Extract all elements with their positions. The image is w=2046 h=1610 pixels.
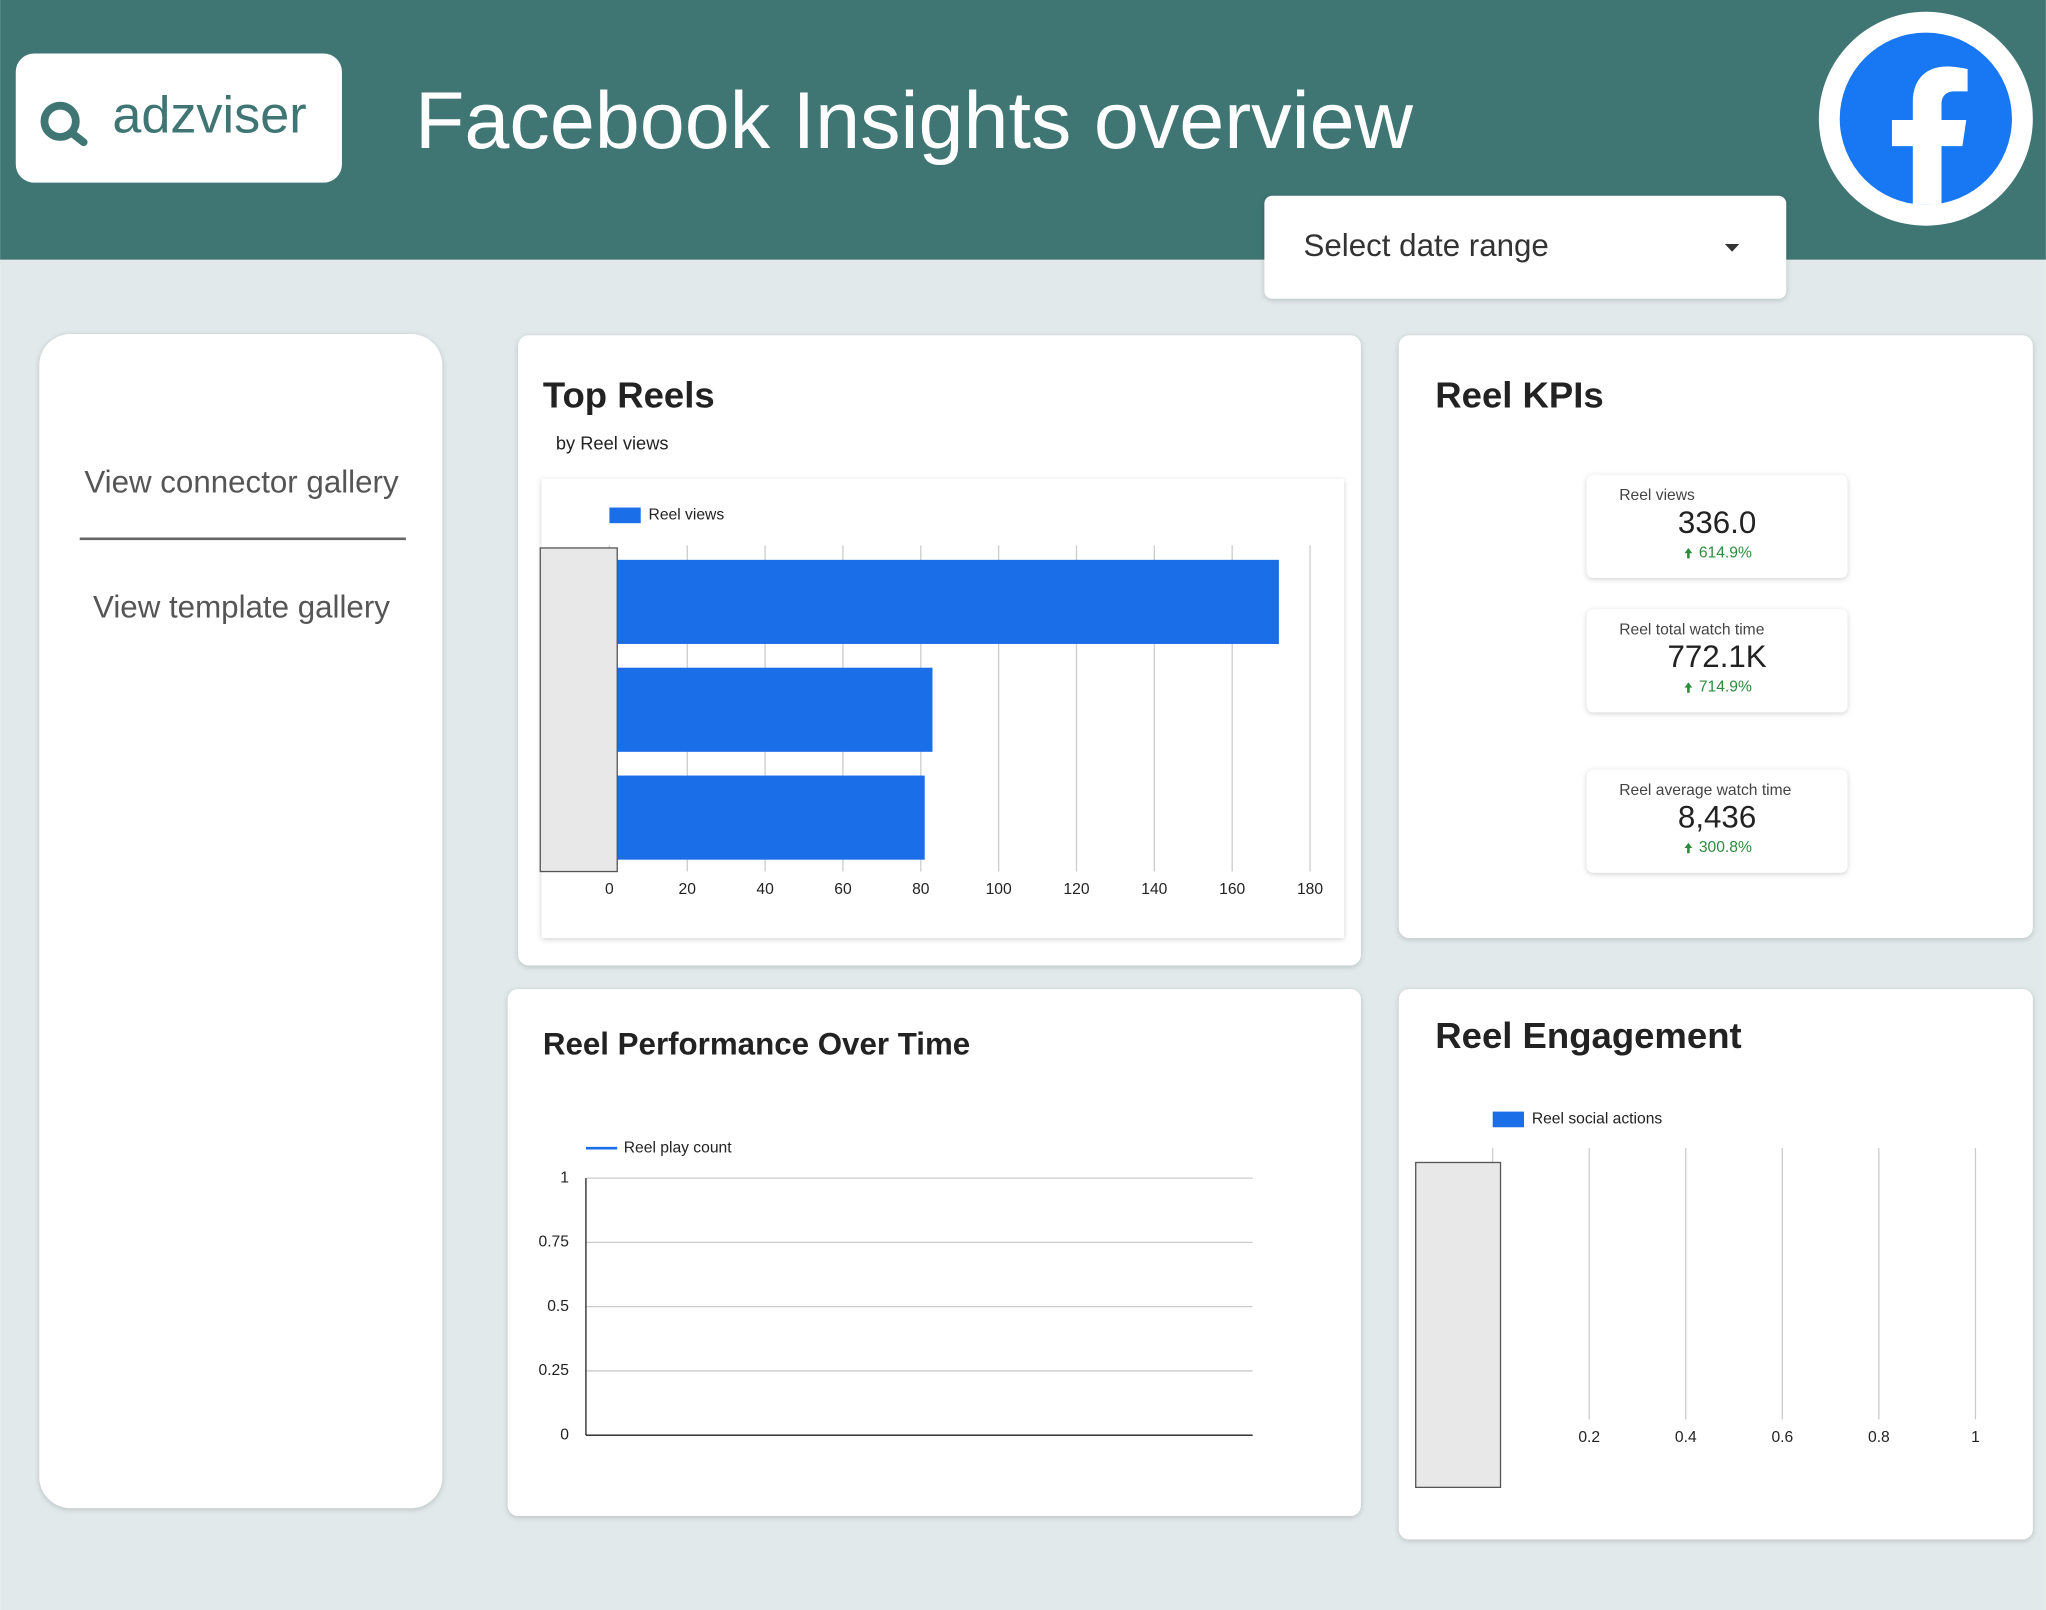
chart-title: Reel Performance Over Time [543,1027,970,1062]
logo-box [15,53,342,183]
x-tick-label: 140 [1141,881,1167,898]
x-tick-label: 120 [1063,881,1089,898]
engagement-card [1398,988,2033,1540]
category-label-box [1415,1161,1502,1489]
x-tick-label: 40 [756,881,774,898]
nav-link[interactable]: View connector gallery [84,464,399,499]
legend-swatch [609,507,641,524]
y-tick-label: 0.5 [547,1298,569,1315]
bar [609,559,1279,644]
legend-label: Reel views [649,506,725,523]
page-title: Facebook Insights overview [415,76,1414,166]
scorecard-change: 714.9% [1699,679,1752,696]
logo-icon [40,101,88,147]
x-tick-label: 20 [679,881,697,898]
x-tick-label: 180 [1297,881,1323,898]
facebook-logo [1818,11,2033,226]
y-tick-label: 1 [560,1169,569,1186]
scorecard-label: Reel total watch time [1619,621,1764,638]
x-tick-label: 1 [1971,1429,1980,1446]
legend-label: Reel social actions [1532,1111,1663,1128]
x-tick-label: 100 [986,881,1012,898]
nav-link[interactable]: View template gallery [93,590,390,625]
performance-card [507,988,1361,1517]
change-arrow [1684,842,1693,854]
chart-title: Reel Engagement [1435,1015,1741,1056]
scorecard-label: Reel average watch time [1619,782,1791,799]
scorecard [1586,474,1848,578]
scorecard-label: Reel views [1619,487,1695,504]
chart-title: Top Reels [543,375,715,416]
x-tick-label: 0.8 [1868,1429,1890,1446]
y-tick-label: 0 [560,1426,569,1443]
kpi-title: Reel KPIs [1435,375,1603,416]
scorecard-value: 772.1K [1667,639,1766,674]
x-tick-label: 0.6 [1771,1429,1793,1446]
logo-text: adzviser [112,87,306,145]
scorecard-change: 300.8% [1699,839,1752,856]
legend-label: Reel play count [624,1139,732,1156]
x-tick-label: 0 [605,881,614,898]
chart-subtitle: by Reel views [556,433,669,454]
date-range-picker[interactable] [1264,195,1787,299]
y-tick-label: 0.75 [539,1234,570,1251]
scorecard [1586,769,1848,873]
date-range-label[interactable]: Select date range [1304,228,1549,263]
x-tick-label: 0.4 [1675,1429,1697,1446]
category-label-box [539,547,618,873]
x-tick-label: 0.2 [1578,1429,1600,1446]
bar [609,667,933,752]
scorecard-change: 614.9% [1699,544,1752,561]
bar [609,775,925,860]
y-tick-label: 0.25 [539,1362,570,1379]
dropdown-arrow[interactable] [1724,243,1740,252]
sidebar [39,334,443,1509]
scorecard-value: 336.0 [1678,505,1756,540]
x-tick-label: 80 [912,881,930,898]
change-arrow [1684,547,1693,559]
scorecard [1586,609,1848,713]
legend-swatch [1492,1111,1525,1128]
scorecard-value: 8,436 [1678,800,1756,835]
x-tick-label: 60 [834,881,852,898]
x-tick-label: 160 [1219,881,1245,898]
